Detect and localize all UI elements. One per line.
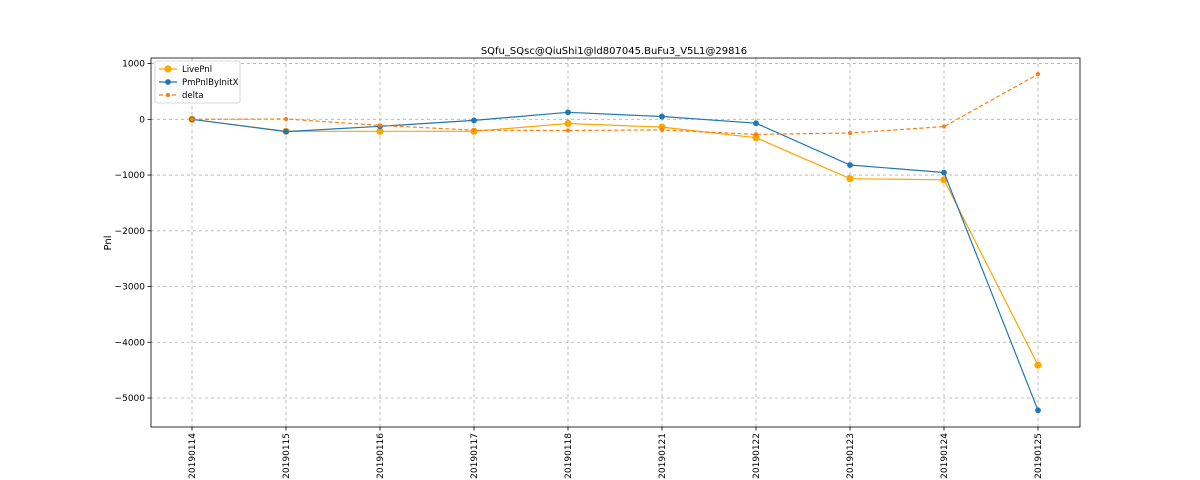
series-line bbox=[191, 73, 1039, 136]
legend-box bbox=[154, 60, 241, 104]
data-point bbox=[376, 127, 384, 135]
data-point bbox=[377, 123, 383, 128]
series-layer bbox=[188, 72, 1042, 414]
data-point bbox=[753, 132, 759, 137]
data-point bbox=[1034, 361, 1042, 369]
y-axis-label: Pnl bbox=[103, 236, 114, 251]
data-point bbox=[941, 124, 947, 129]
data-point bbox=[565, 128, 571, 133]
series-line bbox=[191, 118, 1039, 366]
legend-label-pmpnlbyinitx: PmPnlByInitX bbox=[182, 78, 239, 88]
legend: LivePnl PmPnlByInitX delta bbox=[154, 60, 241, 104]
y-tick-label: −4000 bbox=[115, 338, 146, 348]
y-tick-label: −2000 bbox=[115, 227, 146, 237]
y-tick-label: −3000 bbox=[115, 283, 146, 293]
x-tick-label: 20190116 bbox=[376, 433, 386, 479]
x-tick-label: 20190114 bbox=[188, 433, 198, 479]
data-point bbox=[564, 119, 572, 128]
plot-area-frame bbox=[150, 57, 1081, 428]
y-tick-label: 0 bbox=[139, 115, 145, 125]
legend-label-livepnl: LivePnl bbox=[182, 65, 212, 75]
data-point bbox=[941, 169, 947, 176]
data-point bbox=[659, 127, 665, 133]
x-tick-label: 20190123 bbox=[846, 433, 856, 479]
legend-marker-delta bbox=[165, 92, 171, 98]
x-tick-label: 20190122 bbox=[752, 433, 762, 479]
data-point bbox=[189, 117, 195, 122]
x-axis-ticks: 20190114 20190115 20190116 20190117 20190118… bbox=[188, 427, 1044, 479]
data-point bbox=[283, 128, 289, 135]
data-point bbox=[847, 130, 853, 136]
data-point bbox=[471, 128, 477, 133]
data-point bbox=[846, 175, 854, 183]
legend-marker-livepnl bbox=[164, 65, 172, 73]
chart-title: SQfu_SQsc@QiuShi1@ld807045.BuFu3_V5L1@29… bbox=[481, 46, 747, 57]
legend-marker-pmpnlbyinitx bbox=[165, 79, 171, 85]
x-tick-label: 20190115 bbox=[282, 433, 292, 479]
x-tick-label: 20190117 bbox=[470, 433, 480, 479]
data-point bbox=[752, 134, 760, 142]
data-point bbox=[1035, 407, 1041, 414]
series-delta bbox=[189, 72, 1041, 137]
x-tick-label: 20190124 bbox=[940, 433, 950, 479]
data-point bbox=[283, 116, 289, 122]
y-tick-label: 1000 bbox=[122, 60, 145, 70]
y-axis-ticks: 1000 0 −1000 −2000 −3000 −4000 −5000 bbox=[115, 60, 151, 404]
data-point bbox=[471, 117, 477, 124]
x-tick-label: 20190118 bbox=[564, 433, 574, 479]
legend-label-delta: delta bbox=[182, 91, 204, 101]
grid-lines bbox=[151, 58, 1080, 427]
data-point bbox=[565, 109, 571, 116]
series-line bbox=[191, 111, 1039, 411]
y-tick-label: −1000 bbox=[115, 171, 146, 181]
y-tick-label: −5000 bbox=[115, 394, 146, 404]
data-point bbox=[1035, 72, 1041, 77]
data-point bbox=[753, 120, 759, 127]
x-tick-label: 20190121 bbox=[658, 433, 668, 479]
data-point bbox=[659, 113, 665, 120]
x-tick-label: 20190125 bbox=[1034, 433, 1044, 479]
data-point bbox=[847, 162, 853, 168]
